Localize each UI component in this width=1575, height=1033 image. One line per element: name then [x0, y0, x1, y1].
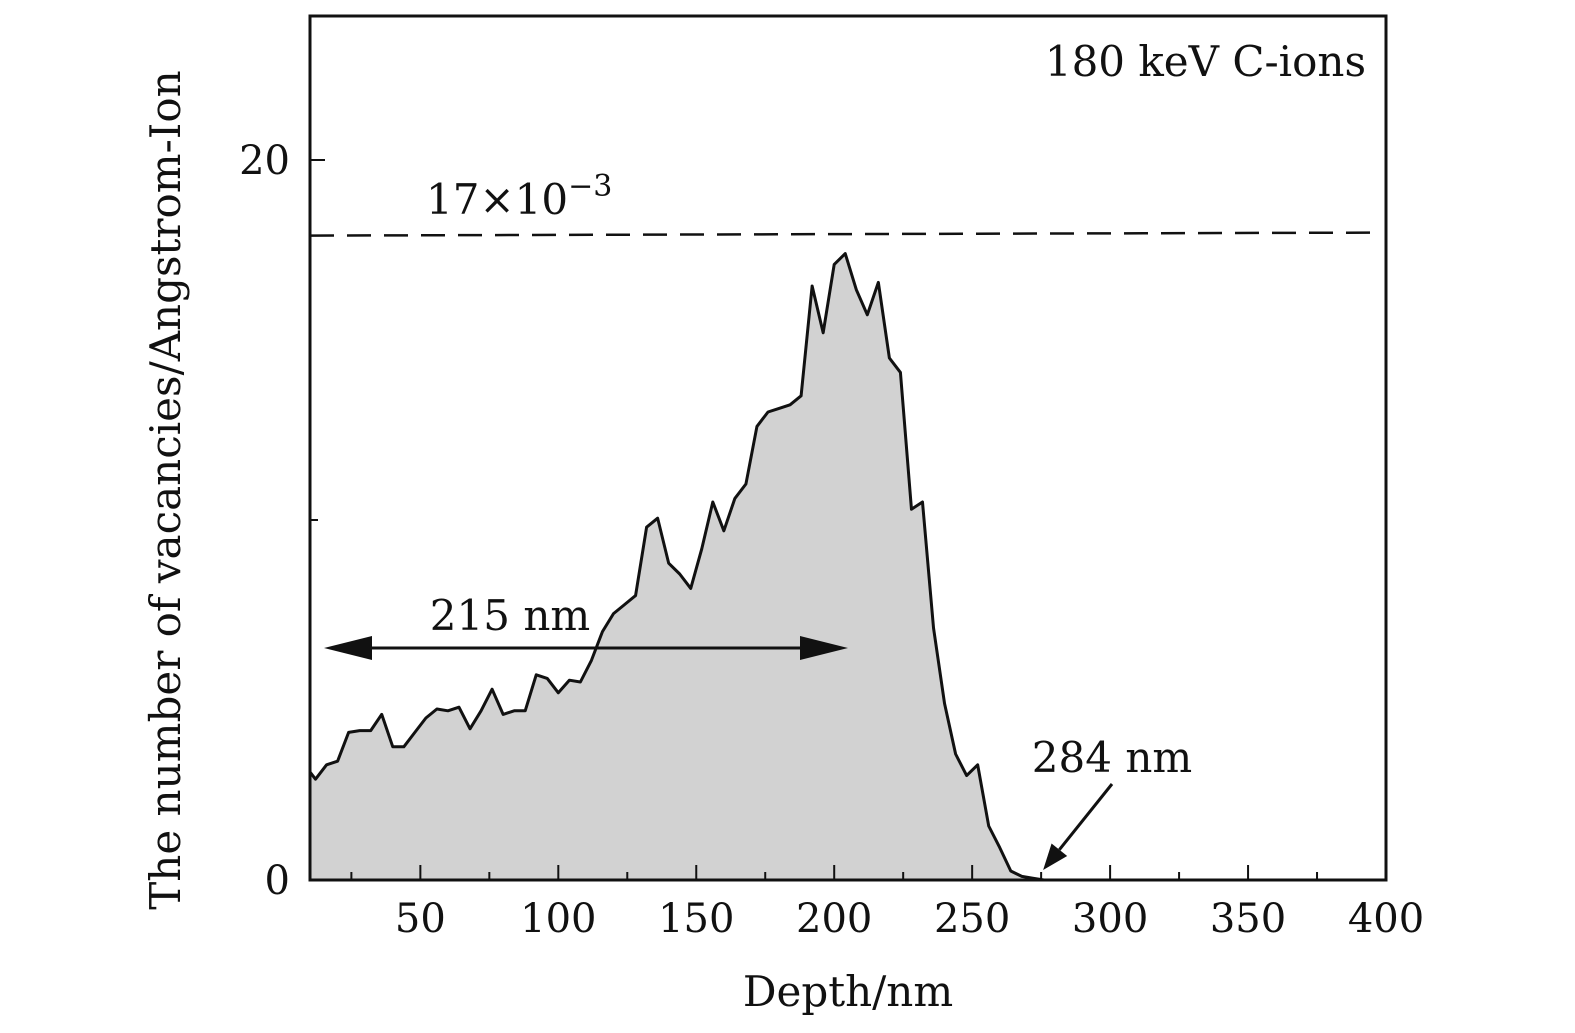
- y-axis-label: The number of vacancies/Angstrom-Ion: [141, 70, 190, 909]
- x-tick-label: 50: [395, 896, 446, 942]
- y-tick-label: 0: [265, 858, 290, 904]
- x-tick-label: 300: [1072, 896, 1148, 942]
- x-tick-label: 350: [1210, 896, 1286, 942]
- area-line-0: [310, 252, 1386, 880]
- x-tick-label: 200: [796, 896, 872, 942]
- x-tick-label: 400: [1348, 896, 1424, 942]
- end-arrow-shaft: [1058, 783, 1114, 851]
- plot-frame: [308, 14, 1388, 882]
- range-label: 215 nm: [430, 591, 590, 640]
- x-axis-label: Depth/nm: [743, 967, 953, 1016]
- area-fill-0: [310, 253, 1386, 880]
- x-tick-label: 100: [520, 896, 596, 942]
- reference-line: [309, 231, 1379, 237]
- y-tick-label: 20: [239, 138, 290, 184]
- end-arrow-head: [1043, 843, 1068, 870]
- reference-value-exponent: −3: [568, 169, 612, 204]
- x-tick-label: 250: [934, 896, 1010, 942]
- reference-value-base: 17×10: [426, 175, 568, 224]
- range-arrow-right-head: [800, 636, 848, 660]
- x-tick-label: 150: [658, 896, 734, 942]
- ion-energy-label: 180 keV C-ions: [1045, 37, 1366, 86]
- reference-value-label: 17×10−3: [426, 169, 612, 224]
- range-arrow-left-head: [324, 636, 372, 660]
- end-depth-label: 284 nm: [1032, 733, 1192, 782]
